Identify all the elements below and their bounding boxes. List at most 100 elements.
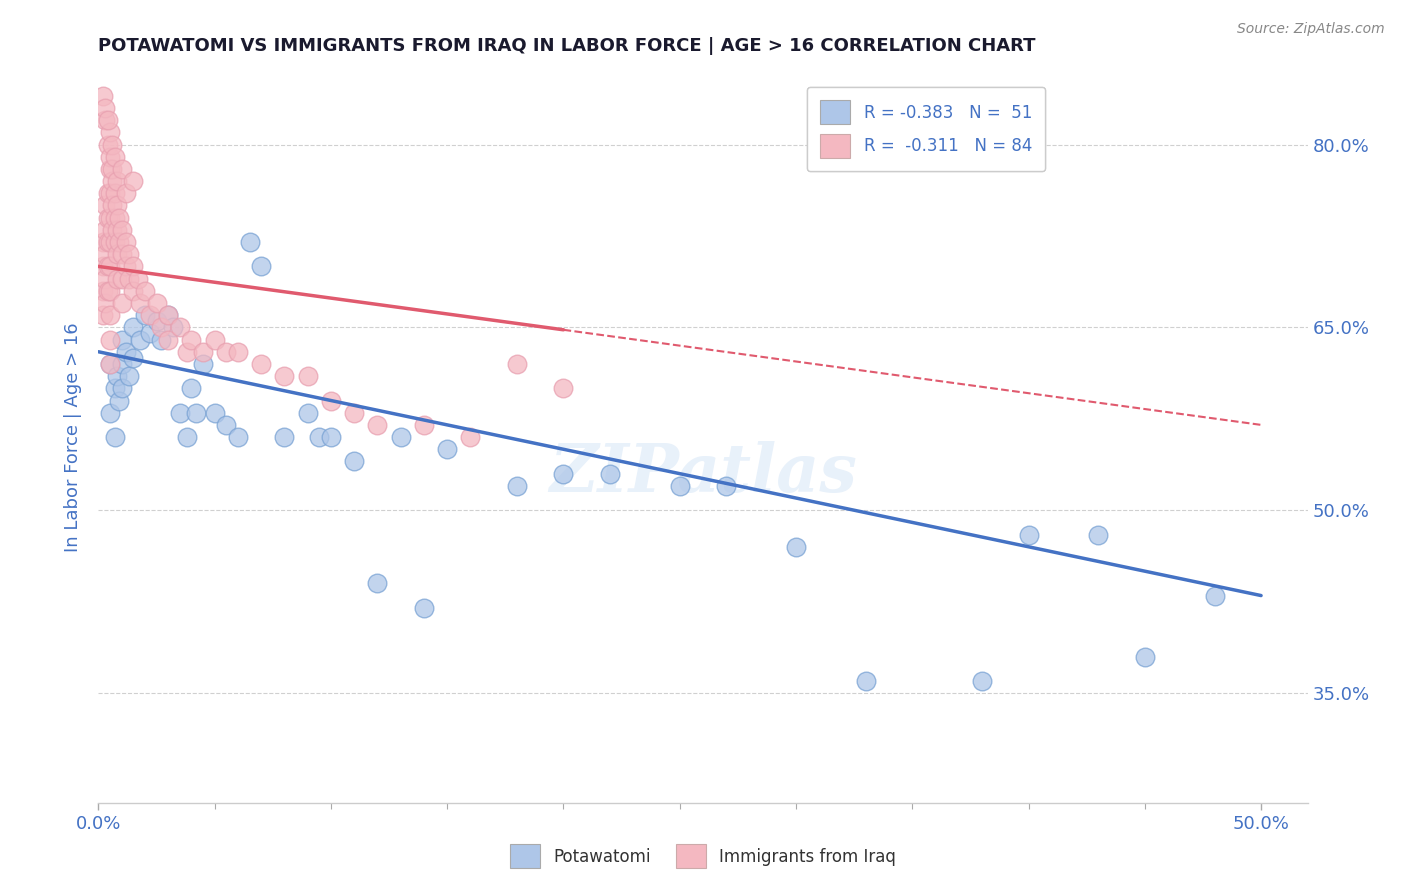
Point [111,271,134,285]
Point [250,260,273,274]
Point [111,296,134,310]
Point [319,393,342,408]
Point [101,198,124,212]
Point [138,326,160,341]
Point [145,314,167,328]
Point [1087,527,1109,541]
Point [413,600,436,615]
Point [191,344,214,359]
Point [97,211,120,225]
Point [98,406,121,420]
Point [94,113,117,128]
Point [97,186,120,201]
Point [98,357,121,371]
Point [191,357,214,371]
Point [91,284,114,298]
Point [157,308,180,322]
Point [91,235,114,249]
Point [553,467,575,481]
Point [118,247,141,261]
Point [553,381,575,395]
Point [98,333,121,347]
Point [273,430,295,444]
Point [104,186,127,201]
Point [115,186,138,201]
Point [111,357,134,371]
Point [98,186,121,201]
Point [506,479,529,493]
Point [169,320,191,334]
Point [226,430,249,444]
Point [94,101,117,115]
Point [366,576,388,591]
Text: Source: ZipAtlas.com: Source: ZipAtlas.com [1237,22,1385,37]
Point [91,88,114,103]
Point [716,479,738,493]
Point [204,333,226,347]
Point [436,442,458,457]
Point [122,284,145,298]
Point [105,369,128,384]
Point [134,284,156,298]
Point [91,260,114,274]
Point [105,247,128,261]
Point [94,271,117,285]
Point [855,673,877,688]
Point [115,260,138,274]
Point [273,369,295,384]
Point [785,540,807,554]
Point [413,417,436,432]
Point [111,333,134,347]
Point [94,223,117,237]
Point [105,223,128,237]
Point [215,344,238,359]
Point [104,381,127,395]
Point [98,125,121,139]
Point [108,211,131,225]
Point [97,284,120,298]
Point [1018,527,1040,541]
Point [98,284,121,298]
Point [118,271,141,285]
Point [101,137,124,152]
Point [101,161,124,176]
Point [111,247,134,261]
Point [506,357,529,371]
Point [104,211,127,225]
Point [129,296,152,310]
Legend: Potawatomi, Immigrants from Iraq: Potawatomi, Immigrants from Iraq [503,838,903,875]
Point [91,308,114,322]
Point [343,454,366,468]
Point [176,430,198,444]
Point [105,198,128,212]
Point [104,430,127,444]
Point [97,137,120,152]
Point [169,406,191,420]
Point [101,223,124,237]
Legend: R = -0.383   N =  51, R =  -0.311   N = 84: R = -0.383 N = 51, R = -0.311 N = 84 [807,87,1045,171]
Point [297,406,319,420]
Y-axis label: In Labor Force | Age > 16: In Labor Force | Age > 16 [63,322,82,552]
Point [98,211,121,225]
Point [162,320,184,334]
Point [176,344,198,359]
Point [157,333,180,347]
Point [308,430,330,444]
Point [1204,589,1226,603]
Point [129,333,152,347]
Point [1133,649,1156,664]
Point [343,406,366,420]
Point [108,235,131,249]
Point [94,296,117,310]
Text: POTAWATOMI VS IMMIGRANTS FROM IRAQ IN LABOR FORCE | AGE > 16 CORRELATION CHART: POTAWATOMI VS IMMIGRANTS FROM IRAQ IN LA… [98,37,1036,54]
Point [98,161,121,176]
Point [319,430,342,444]
Point [111,223,134,237]
Point [94,198,117,212]
Point [115,235,138,249]
Point [138,308,160,322]
Point [122,320,145,334]
Point [122,260,145,274]
Point [250,357,273,371]
Point [105,174,128,188]
